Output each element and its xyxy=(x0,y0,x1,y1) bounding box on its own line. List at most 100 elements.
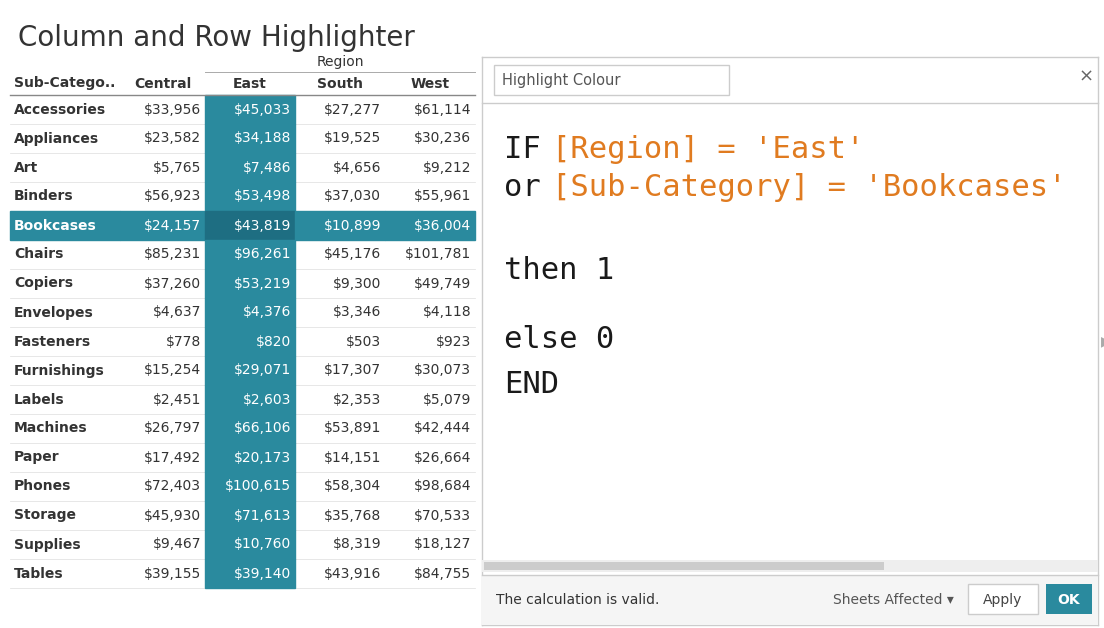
Text: $43,819: $43,819 xyxy=(234,219,291,232)
Text: $42,444: $42,444 xyxy=(414,421,471,435)
Bar xyxy=(1045,584,1092,614)
Text: $5,765: $5,765 xyxy=(152,161,201,175)
Text: [Region] = 'East': [Region] = 'East' xyxy=(552,134,864,163)
Text: then 1: then 1 xyxy=(505,256,614,285)
Text: $84,755: $84,755 xyxy=(414,566,471,580)
Bar xyxy=(205,414,295,443)
Text: $29,071: $29,071 xyxy=(234,364,291,377)
Text: Apply: Apply xyxy=(984,593,1022,607)
Text: $56,923: $56,923 xyxy=(144,190,201,203)
Text: IF: IF xyxy=(505,134,541,163)
Bar xyxy=(205,211,295,240)
Text: $2,603: $2,603 xyxy=(243,392,291,406)
Bar xyxy=(205,472,295,501)
Text: $26,797: $26,797 xyxy=(144,421,201,435)
Text: $2,353: $2,353 xyxy=(332,392,381,406)
Text: $37,260: $37,260 xyxy=(144,276,201,291)
Text: South: South xyxy=(317,77,363,90)
Bar xyxy=(828,584,958,614)
Text: $53,891: $53,891 xyxy=(323,421,381,435)
Bar xyxy=(205,269,295,298)
Text: $9,212: $9,212 xyxy=(423,161,471,175)
Text: OK: OK xyxy=(1058,593,1081,607)
Text: $3,346: $3,346 xyxy=(332,305,381,320)
Text: $17,307: $17,307 xyxy=(323,364,381,377)
Bar xyxy=(295,211,385,240)
Text: Copiers: Copiers xyxy=(14,276,73,291)
Bar xyxy=(205,327,295,356)
Text: $33,956: $33,956 xyxy=(144,102,201,117)
Text: Furnishings: Furnishings xyxy=(14,364,105,377)
Text: Labels: Labels xyxy=(14,392,65,406)
Text: $820: $820 xyxy=(256,335,291,349)
Text: Central: Central xyxy=(134,77,191,90)
Text: $2,451: $2,451 xyxy=(152,392,201,406)
Text: $923: $923 xyxy=(436,335,471,349)
Text: $37,030: $37,030 xyxy=(323,190,381,203)
Text: $7,486: $7,486 xyxy=(243,161,291,175)
Text: $101,781: $101,781 xyxy=(405,247,471,261)
Text: Sub-Catego..: Sub-Catego.. xyxy=(14,77,116,90)
Text: else 0: else 0 xyxy=(505,325,614,354)
Text: $778: $778 xyxy=(166,335,201,349)
Text: $45,930: $45,930 xyxy=(144,509,201,522)
Text: $27,277: $27,277 xyxy=(323,102,381,117)
Text: Appliances: Appliances xyxy=(14,131,99,146)
Text: $70,533: $70,533 xyxy=(414,509,471,522)
Bar xyxy=(482,560,1098,572)
Text: $17,492: $17,492 xyxy=(144,450,201,465)
Bar xyxy=(205,385,295,414)
Text: $14,151: $14,151 xyxy=(323,450,381,465)
Bar xyxy=(205,530,295,559)
Text: Accessories: Accessories xyxy=(14,102,106,117)
Text: $8,319: $8,319 xyxy=(332,538,381,551)
Text: West: West xyxy=(411,77,449,90)
Text: $98,684: $98,684 xyxy=(414,480,471,494)
Bar xyxy=(205,153,295,182)
Text: or: or xyxy=(505,173,541,202)
Text: $24,157: $24,157 xyxy=(144,219,201,232)
Text: Fasteners: Fasteners xyxy=(14,335,92,349)
Text: $30,236: $30,236 xyxy=(414,131,471,146)
Text: $61,114: $61,114 xyxy=(414,102,471,117)
Text: Sheets Affected ▾: Sheets Affected ▾ xyxy=(832,593,954,607)
Text: Tables: Tables xyxy=(14,566,64,580)
Text: $39,155: $39,155 xyxy=(144,566,201,580)
Bar xyxy=(10,211,120,240)
Text: $4,376: $4,376 xyxy=(243,305,291,320)
Text: ▶: ▶ xyxy=(1101,334,1104,348)
Text: East: East xyxy=(233,77,267,90)
Bar xyxy=(968,584,1038,614)
Text: END: END xyxy=(505,370,559,399)
Text: $4,118: $4,118 xyxy=(423,305,471,320)
Text: $4,656: $4,656 xyxy=(332,161,381,175)
Bar xyxy=(205,182,295,211)
Bar xyxy=(385,211,475,240)
Text: $503: $503 xyxy=(346,335,381,349)
Text: Binders: Binders xyxy=(14,190,74,203)
Text: $26,664: $26,664 xyxy=(414,450,471,465)
Bar xyxy=(205,95,295,124)
Text: ×: × xyxy=(1079,68,1094,86)
Text: Envelopes: Envelopes xyxy=(14,305,94,320)
Text: $20,173: $20,173 xyxy=(234,450,291,465)
Text: $35,768: $35,768 xyxy=(323,509,381,522)
Text: $55,961: $55,961 xyxy=(414,190,471,203)
Text: $66,106: $66,106 xyxy=(234,421,291,435)
Text: $23,582: $23,582 xyxy=(144,131,201,146)
Text: $18,127: $18,127 xyxy=(414,538,471,551)
Text: $36,004: $36,004 xyxy=(414,219,471,232)
Text: [Sub-Category] = 'Bookcases': [Sub-Category] = 'Bookcases' xyxy=(552,173,1066,202)
Text: $10,760: $10,760 xyxy=(234,538,291,551)
Text: $45,033: $45,033 xyxy=(234,102,291,117)
Text: $43,916: $43,916 xyxy=(323,566,381,580)
Bar xyxy=(205,443,295,472)
Text: $72,403: $72,403 xyxy=(144,480,201,494)
Bar xyxy=(205,298,295,327)
Text: Bookcases: Bookcases xyxy=(14,219,97,232)
Text: $45,176: $45,176 xyxy=(323,247,381,261)
Bar xyxy=(482,575,1098,625)
Text: Chairs: Chairs xyxy=(14,247,63,261)
Text: $5,079: $5,079 xyxy=(423,392,471,406)
Text: Storage: Storage xyxy=(14,509,76,522)
